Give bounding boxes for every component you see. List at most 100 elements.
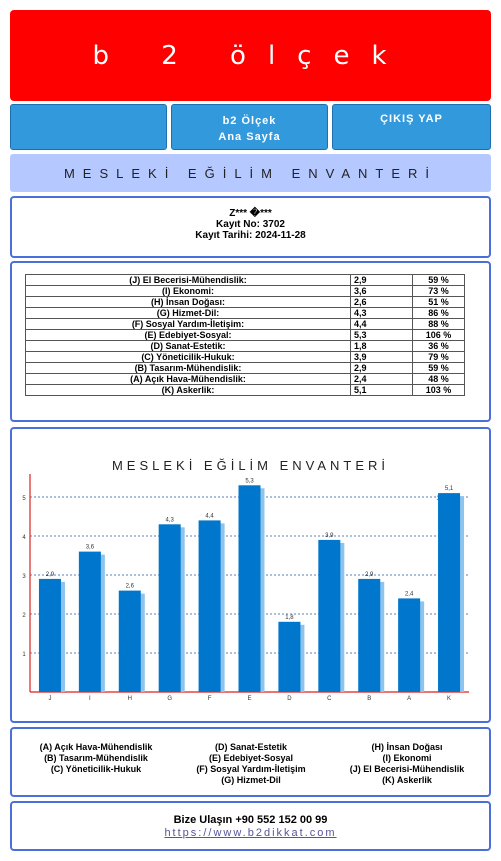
- data-label: 4,3: [166, 517, 175, 523]
- legend-item: (B) Tasarım-Mühendislik: [44, 753, 148, 763]
- legend-item: (D) Sanat-Estetik: [214, 742, 287, 752]
- score-percent: 79 %: [412, 351, 465, 363]
- legend-panel: (A) Açık Hava-Mühendislik (B) Tasarım-Mü…: [10, 727, 491, 797]
- score-value: 3,9: [350, 351, 413, 363]
- score-percent: 48 %: [412, 373, 465, 385]
- score-percent: 59 %: [412, 274, 465, 286]
- legend-item: (A) Açık Hava-Mühendislik: [39, 742, 153, 752]
- score-value: 3,6: [350, 285, 413, 297]
- table-row: (K) Askerlik: 5,1 103 %: [25, 384, 465, 396]
- score-label: (D) Sanat-Estetik:: [25, 340, 351, 352]
- bar-chart: MESLEKİ EĞİLİM ENVANTERİ1234520%40%60%80…: [22, 458, 469, 702]
- scores-table: (J) El Becerisi-Mühendislik: 2,9 59 % (I) E…: [25, 274, 465, 396]
- bar: [198, 520, 221, 692]
- score-percent: 106 %: [412, 329, 465, 341]
- scores-panel: (J) El Becerisi-Mühendislik: 2,9 59 % (I) E…: [10, 261, 491, 422]
- x-tick-label: E: [247, 696, 251, 702]
- legend-item: (C) Yöneticilik-Hukuk: [50, 764, 142, 774]
- table-row: (A) Açık Hava-Mühendislik: 2,4 48 %: [25, 373, 465, 385]
- x-tick-label: J: [48, 696, 51, 702]
- page-banner: MESLEKİ EĞİLİM ENVANTERİ: [10, 154, 491, 192]
- x-tick-label: D: [287, 696, 292, 702]
- y-tick-label: 4: [22, 535, 26, 541]
- score-label: (E) Edebiyet-Sosyal:: [25, 329, 351, 341]
- score-label: (K) Askerlik:: [25, 384, 351, 396]
- data-label: 3,9: [325, 533, 334, 539]
- data-label: 3,6: [86, 545, 95, 551]
- logout-button[interactable]: ÇIKIŞ YAP: [332, 104, 491, 150]
- legend-column-2: (D) Sanat-Estetik (E) Edebiyet-Sosyal (F…: [177, 742, 325, 786]
- table-row: (C) Yöneticilik-Hukuk: 3,9 79 %: [25, 351, 465, 363]
- score-label: (I) Ekonomi:: [25, 285, 351, 297]
- score-percent: 86 %: [412, 307, 465, 319]
- bar: [278, 621, 301, 692]
- table-row: (B) Tasarım-Mühendislik: 2,9 59 %: [25, 362, 465, 374]
- y-tick-label: 1: [22, 652, 26, 658]
- data-label: 1,8: [285, 615, 294, 621]
- data-label: 5,1: [445, 486, 454, 492]
- score-percent: 36 %: [412, 340, 465, 352]
- home-button[interactable]: b2 Ölçek Ana Sayfa: [171, 104, 328, 150]
- legend-column-1: (A) Açık Hava-Mühendislik (B) Tasarım-Mü…: [26, 742, 166, 775]
- legend-item: (I) Ekonomi: [382, 753, 432, 763]
- legend-item: (K) Askerlik: [382, 775, 432, 785]
- legend-item: (G) Hizmet-Dil: [221, 775, 281, 785]
- nav-blank-tile: [10, 104, 167, 150]
- app-header: b 2 ölçek: [10, 10, 491, 101]
- table-row: (I) Ekonomi: 3,6 73 %: [25, 285, 465, 297]
- x-tick-label: G: [167, 696, 172, 702]
- score-value: 2,9: [350, 274, 413, 286]
- legend-item: (J) El Becerisi-Mühendislik: [349, 764, 465, 774]
- bar: [118, 590, 141, 692]
- x-tick-label: B: [367, 696, 371, 702]
- score-value: 1,8: [350, 340, 413, 352]
- score-percent: 88 %: [412, 318, 465, 330]
- bar: [78, 551, 101, 692]
- y-tick-label: 2: [22, 613, 26, 619]
- score-label: (B) Tasarım-Mühendislik:: [25, 362, 351, 374]
- legend-item: (F) Sosyal Yardım-İletişim: [196, 764, 306, 774]
- score-percent: 59 %: [412, 362, 465, 374]
- score-label: (A) Açık Hava-Mühendislik:: [25, 373, 351, 385]
- record-number: Kayıt No: 3702: [216, 219, 285, 230]
- table-row: (D) Sanat-Estetik: 1,8 36 %: [25, 340, 465, 352]
- record-date: Kayıt Tarihi: 2024-11-28: [195, 230, 306, 241]
- data-label: 2,9: [365, 572, 374, 578]
- legend-column-3: (H) İnsan Doğası (I) Ekonomi (J) El Bece…: [332, 742, 482, 786]
- score-label: (J) El Becerisi-Mühendislik:: [25, 274, 351, 286]
- score-percent: 51 %: [412, 296, 465, 308]
- y-tick-label: 3: [22, 574, 26, 580]
- x-tick-label: K: [447, 696, 451, 702]
- home-button-line1: b2 Ölçek: [222, 115, 277, 127]
- table-row: (H) İnsan Doğası: 2,6 51 %: [25, 296, 465, 308]
- user-name: Z*** �***: [229, 208, 272, 219]
- bar: [398, 598, 421, 692]
- bar: [238, 485, 261, 692]
- app-title: b 2 ölçek: [92, 40, 409, 71]
- bar: [158, 524, 181, 692]
- score-percent: 73 %: [412, 285, 465, 297]
- page-title: MESLEKİ EĞİLİM ENVANTERİ: [63, 165, 438, 181]
- x-tick-label: A: [407, 696, 411, 702]
- score-value: 5,1: [350, 384, 413, 396]
- legend-item: (H) İnsan Doğası: [371, 742, 443, 752]
- score-value: 5,3: [350, 329, 413, 341]
- user-info-panel: Z*** �*** Kayıt No: 3702 Kayıt Tarihi: 2…: [10, 196, 491, 258]
- website-link[interactable]: https://www.b2dikkat.com: [164, 827, 337, 839]
- table-row: (J) El Becerisi-Mühendislik: 2,9 59 %: [25, 274, 465, 286]
- x-tick-label: I: [89, 696, 91, 702]
- x-tick-label: F: [208, 696, 212, 702]
- data-label: 2,9: [46, 572, 55, 578]
- table-row: (E) Edebiyet-Sosyal: 5,3 106 %: [25, 329, 465, 341]
- bar: [38, 578, 61, 692]
- y-tick-label: 5: [22, 496, 26, 502]
- score-value: 2,4: [350, 373, 413, 385]
- score-label: (F) Sosyal Yardım-İletişim:: [25, 318, 351, 330]
- chart-title: MESLEKİ EĞİLİM ENVANTERİ: [112, 458, 389, 473]
- score-label: (C) Yöneticilik-Hukuk:: [25, 351, 351, 363]
- bar: [358, 578, 381, 692]
- score-value: 4,3: [350, 307, 413, 319]
- x-tick-label: H: [128, 696, 132, 702]
- legend-item: (E) Edebiyet-Sosyal: [208, 753, 294, 763]
- chart-panel: MESLEKİ EĞİLİM ENVANTERİ1234520%40%60%80…: [10, 427, 491, 723]
